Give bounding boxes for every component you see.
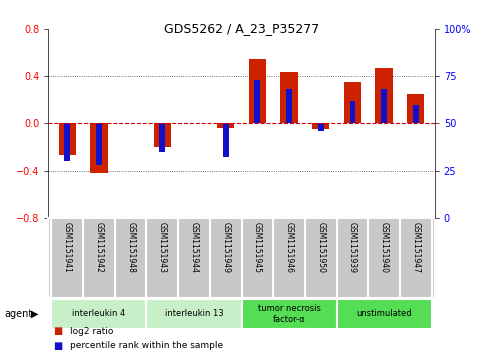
Bar: [242, 299, 337, 329]
Bar: [154, 123, 171, 147]
Text: interleukin 4: interleukin 4: [72, 310, 126, 318]
Bar: [312, 123, 329, 129]
Text: log2 ratio: log2 ratio: [70, 327, 114, 336]
Text: GSM1151942: GSM1151942: [95, 222, 103, 273]
Text: GDS5262 / A_23_P35277: GDS5262 / A_23_P35277: [164, 22, 319, 35]
Text: GSM1151943: GSM1151943: [158, 222, 167, 273]
Text: GSM1151941: GSM1151941: [63, 222, 72, 273]
Bar: [375, 68, 393, 123]
Text: ▶: ▶: [31, 309, 39, 319]
Text: interleukin 13: interleukin 13: [165, 310, 223, 318]
Bar: [58, 123, 76, 155]
Bar: [407, 94, 425, 123]
Text: GSM1151945: GSM1151945: [253, 222, 262, 273]
Bar: [249, 58, 266, 123]
Bar: [52, 299, 146, 329]
Text: ■: ■: [53, 341, 62, 351]
Bar: [217, 123, 234, 128]
Bar: [413, 105, 419, 123]
Text: percentile rank within the sample: percentile rank within the sample: [70, 342, 223, 350]
Bar: [350, 101, 355, 123]
Bar: [255, 80, 260, 123]
Text: GSM1151947: GSM1151947: [411, 222, 420, 273]
Text: tumor necrosis
factor-α: tumor necrosis factor-α: [257, 304, 320, 324]
Bar: [146, 299, 242, 329]
Bar: [96, 123, 102, 165]
Text: GSM1151944: GSM1151944: [189, 222, 199, 273]
Text: GSM1151939: GSM1151939: [348, 222, 357, 273]
Text: ■: ■: [53, 326, 62, 337]
Bar: [381, 89, 387, 123]
Bar: [90, 123, 108, 173]
Bar: [64, 123, 70, 161]
Text: GSM1151950: GSM1151950: [316, 222, 325, 273]
Text: agent: agent: [5, 309, 33, 319]
Bar: [318, 123, 324, 131]
Bar: [337, 299, 431, 329]
Text: GSM1151948: GSM1151948: [126, 222, 135, 273]
Bar: [280, 72, 298, 123]
Bar: [286, 89, 292, 123]
Text: GSM1151946: GSM1151946: [284, 222, 294, 273]
Text: GSM1151949: GSM1151949: [221, 222, 230, 273]
Bar: [343, 82, 361, 123]
Text: unstimulated: unstimulated: [356, 310, 412, 318]
Text: GSM1151940: GSM1151940: [380, 222, 388, 273]
Bar: [223, 123, 228, 158]
Bar: [159, 123, 165, 152]
